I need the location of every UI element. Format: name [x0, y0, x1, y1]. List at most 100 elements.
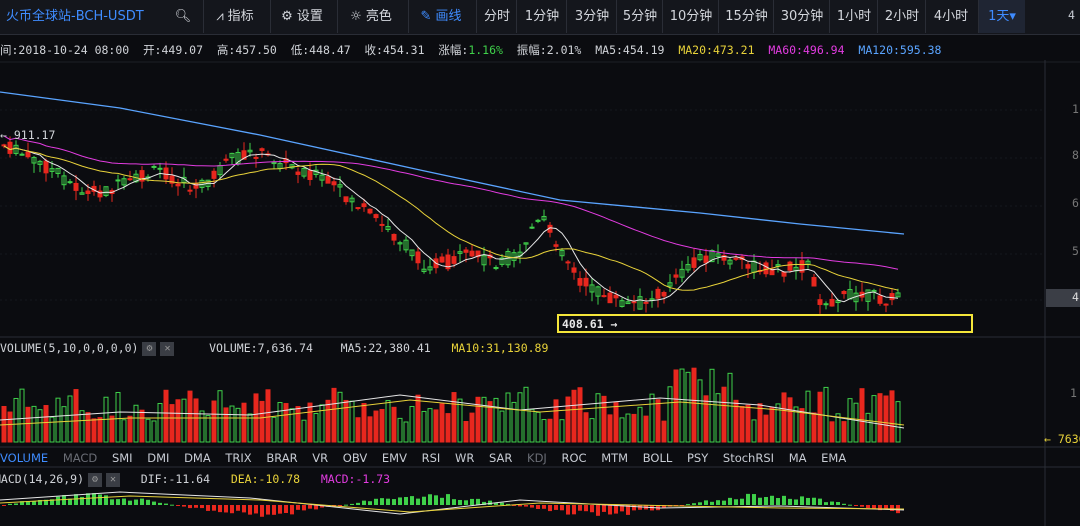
- macd-bar: [632, 505, 636, 511]
- volume-bar: [259, 400, 265, 443]
- indicator-tab[interactable]: WR: [454, 451, 475, 465]
- candle-body: [367, 208, 373, 214]
- volume-bar: [727, 372, 733, 443]
- candle-body: [577, 278, 583, 286]
- interval-tab[interactable]: 5分钟: [616, 0, 663, 33]
- volume-bar: [523, 386, 529, 443]
- candle-body: [193, 183, 199, 189]
- candle-body: [661, 291, 667, 297]
- macd-bar: [482, 501, 486, 505]
- ma20-line: [3, 145, 899, 291]
- indicator-button[interactable]: ⩘ 指标: [203, 0, 266, 33]
- indicator-tab[interactable]: DMA: [184, 451, 211, 465]
- candle-body: [79, 192, 85, 195]
- candle-body: [883, 303, 889, 306]
- volume-bar: [853, 402, 859, 443]
- volume-bar: [373, 410, 379, 443]
- volume-bar: [529, 408, 535, 443]
- candle-body: [787, 261, 793, 271]
- indicator-tab[interactable]: SMI: [111, 451, 133, 465]
- macd-bar: [248, 505, 252, 515]
- candle-body: [373, 214, 379, 219]
- indicator-tab[interactable]: StochRSI: [722, 451, 775, 465]
- indicator-tab[interactable]: OBV: [342, 451, 368, 465]
- volume-bar: [229, 405, 235, 443]
- indicator-tab[interactable]: MA: [788, 451, 807, 465]
- indicator-tab[interactable]: KDJ: [527, 451, 547, 465]
- volume-bar: [19, 388, 25, 443]
- candle-body: [697, 254, 703, 261]
- indicator-tab[interactable]: RSI: [421, 451, 441, 465]
- macd-bar: [530, 505, 534, 508]
- symbol-selector[interactable]: 火币全球站-BCH-USDT: [0, 0, 198, 33]
- close-icon[interactable]: ✕: [106, 472, 121, 487]
- interval-tab[interactable]: 10分钟: [662, 0, 719, 33]
- indicator-tab[interactable]: MACD: [62, 451, 98, 465]
- interval-tab[interactable]: 30分钟: [773, 0, 830, 33]
- interval-tab[interactable]: 15分钟: [718, 0, 774, 33]
- indicator-tab[interactable]: DMI: [147, 451, 170, 465]
- interval-tab[interactable]: 1分钟: [516, 0, 567, 33]
- macd-bar: [386, 498, 390, 505]
- candle-body: [667, 282, 673, 287]
- interval-selected[interactable]: 1天▾: [978, 0, 1025, 33]
- macd-bar: [374, 498, 378, 505]
- close-icon[interactable]: ✕: [160, 341, 175, 356]
- candle-body: [439, 256, 445, 263]
- candle-body: [481, 255, 487, 266]
- interval-tab[interactable]: 分时: [476, 0, 517, 33]
- draw-line-button[interactable]: ✎ 画线: [408, 0, 473, 33]
- interval-tab[interactable]: 4小时: [925, 0, 976, 33]
- candle-body: [733, 257, 739, 260]
- macd-header: MACD(14,26,9) ⚙ ✕ DIF:-11.64 DEA:-10.78 MA…: [0, 472, 390, 488]
- volume-bar: [319, 404, 325, 443]
- indicator-tab[interactable]: PSY: [686, 451, 709, 465]
- indicator-tab[interactable]: TRIX: [225, 451, 252, 465]
- macd-bar: [476, 498, 480, 505]
- indicator-tab[interactable]: MTM: [601, 451, 629, 465]
- macd-bar: [344, 504, 348, 506]
- settings-button[interactable]: ⚙ 设置: [270, 0, 333, 33]
- volume-bar: [517, 392, 523, 443]
- volume-ma10-line: [0, 399, 905, 426]
- macd-bar: [662, 505, 666, 508]
- interval-tab[interactable]: 2小时: [877, 0, 926, 33]
- candle-body: [541, 215, 547, 221]
- price-axis-label: 8: [1072, 148, 1079, 162]
- candle-body: [169, 175, 175, 184]
- indicator-tab[interactable]: EMA: [821, 451, 847, 465]
- indicator-tab[interactable]: BOLL: [642, 451, 673, 465]
- volume-bar: [829, 421, 835, 443]
- volume-bar: [403, 421, 409, 443]
- candle-body: [625, 301, 631, 305]
- candle-body: [589, 284, 595, 293]
- indicator-tab[interactable]: VR: [312, 451, 329, 465]
- search-icon[interactable]: 🔍︎: [174, 9, 192, 24]
- interval-tab[interactable]: 3分钟: [566, 0, 617, 33]
- indicator-tab[interactable]: SAR: [489, 451, 513, 465]
- settings-icon[interactable]: ⚙: [142, 341, 157, 356]
- volume-bar: [55, 397, 61, 443]
- macd-bar: [452, 499, 456, 505]
- candle-body: [121, 178, 127, 186]
- macd-value: MACD:-1.73: [320, 472, 391, 486]
- volume-bar: [475, 396, 481, 443]
- indicator-tab[interactable]: ROC: [561, 451, 587, 465]
- macd-bar: [542, 505, 546, 509]
- interval-tab[interactable]: 1小时: [829, 0, 878, 33]
- macd-bar: [536, 505, 540, 509]
- volume-bar: [115, 391, 121, 443]
- volume-bar: [79, 410, 85, 443]
- settings-icon[interactable]: ⚙: [88, 472, 103, 487]
- current-price-tag: 4: [1046, 289, 1080, 307]
- theme-button[interactable]: ☼ 亮色: [337, 0, 404, 33]
- indicator-tab[interactable]: EMV: [381, 451, 407, 465]
- macd-bar: [692, 503, 696, 505]
- indicator-tab[interactable]: VOLUME: [0, 451, 49, 465]
- macd-bar: [860, 505, 864, 507]
- macd-dea-line: [0, 495, 905, 513]
- indicator-tab[interactable]: BRAR: [266, 451, 298, 465]
- candle-body: [703, 255, 709, 264]
- macd-bar: [710, 501, 714, 505]
